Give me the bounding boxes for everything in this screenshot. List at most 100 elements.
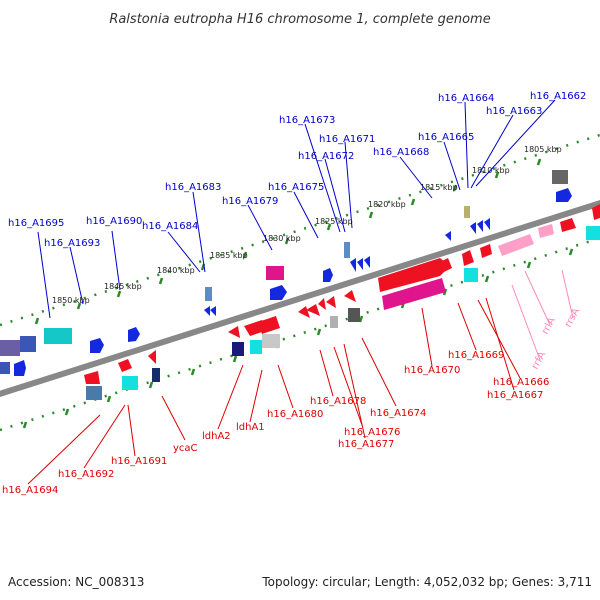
gene-label-bottom: h16_A1676 bbox=[344, 427, 400, 438]
gene-label-bottom: h16_A1669 bbox=[448, 350, 504, 361]
gene-arrow bbox=[357, 258, 363, 270]
gene-block bbox=[464, 268, 478, 282]
gene-label-top: h16_A1671 bbox=[319, 134, 375, 145]
gene-arrow bbox=[440, 258, 452, 272]
map-title: Ralstonia eutropha H16 chromosome 1, com… bbox=[109, 12, 490, 27]
gene-arrow bbox=[318, 298, 326, 310]
gene-label-bottom: ldhA1 bbox=[236, 422, 265, 433]
gene-block bbox=[0, 340, 20, 356]
gene-arrow bbox=[258, 316, 280, 334]
gene-arrow bbox=[118, 359, 132, 372]
gene-block bbox=[262, 334, 280, 348]
gene-label-top: h16_A1662 bbox=[530, 91, 586, 102]
gene-arrow bbox=[323, 268, 333, 282]
gene-label-rrna: rrsA bbox=[563, 306, 582, 329]
gene-block bbox=[232, 342, 244, 356]
gene-label-top: h16_A1668 bbox=[373, 147, 429, 158]
gene-label-top: h16_A1695 bbox=[8, 218, 64, 229]
kbp-label: 1845 kbp bbox=[104, 282, 142, 291]
gene-label-top: h16_A1665 bbox=[418, 132, 474, 143]
gene-label-top: h16_A1664 bbox=[438, 93, 494, 104]
kbp-label: 1850 kbp bbox=[52, 296, 90, 305]
gene-label-top: h16_A1663 bbox=[486, 106, 542, 117]
topology-text: Topology: circular; Length: 4,052,032 bp… bbox=[261, 575, 592, 589]
gene-arrow bbox=[470, 222, 476, 234]
gene-label-bottom: h16_A1680 bbox=[267, 409, 323, 420]
gene-block bbox=[122, 376, 138, 390]
gene-arrow bbox=[90, 338, 104, 353]
bottom-leader-lines bbox=[27, 297, 521, 485]
gene-arrow bbox=[364, 256, 370, 268]
gene-block bbox=[44, 328, 72, 344]
gene-arrow bbox=[556, 188, 572, 202]
lower-track-features bbox=[84, 204, 600, 400]
gene-label-bottom: h16_A1670 bbox=[404, 365, 460, 376]
gene-block bbox=[266, 266, 284, 280]
gene-arrow bbox=[382, 278, 446, 310]
gene-label-bottom: ldhA2 bbox=[202, 431, 231, 442]
gene-label-top: h16_A1690 bbox=[86, 216, 142, 227]
gene-label-bottom: h16_A1692 bbox=[58, 469, 114, 480]
gene-block bbox=[348, 308, 360, 322]
gene-arrow bbox=[326, 296, 336, 308]
gene-block bbox=[86, 386, 102, 400]
gene-arrow bbox=[84, 371, 100, 384]
gene-arrow bbox=[228, 326, 240, 338]
gene-arrow bbox=[298, 306, 310, 318]
gene-label-top: h16_A1679 bbox=[222, 196, 278, 207]
gene-label-bottom: ycaC bbox=[173, 443, 198, 454]
gene-block bbox=[20, 336, 36, 352]
gene-arrow bbox=[445, 231, 451, 241]
gene-block bbox=[250, 340, 262, 354]
gene-arrow bbox=[592, 204, 600, 220]
gene-label-bottom: h16_A1666 bbox=[493, 377, 549, 388]
kbp-label: 1815 kbp bbox=[420, 183, 458, 192]
rrna-arrow bbox=[498, 234, 534, 256]
gene-label-rrna: rrfA bbox=[530, 350, 548, 372]
kbp-label: 1805 kbp bbox=[524, 145, 562, 154]
gene-label-bottom: h16_A1667 bbox=[487, 390, 543, 401]
kbp-label: 1830 kbp bbox=[263, 234, 301, 243]
gene-block bbox=[205, 287, 212, 301]
gene-arrow bbox=[204, 306, 210, 316]
gene-label-top: h16_A1693 bbox=[44, 238, 100, 249]
gene-label-top: h16_A1684 bbox=[142, 221, 198, 232]
gene-arrow bbox=[378, 258, 450, 292]
bottom-gene-labels: h16_A1694 h16_A1692 h16_A1691 ycaC ldhA2… bbox=[2, 350, 549, 496]
gene-arrow bbox=[462, 250, 474, 266]
gene-arrow bbox=[14, 360, 26, 376]
gene-label-bottom: h16_A1678 bbox=[310, 396, 366, 407]
kbp-label: 1825 kbp bbox=[315, 217, 353, 226]
rrna-arrow bbox=[538, 224, 554, 238]
gene-label-bottom: h16_A1674 bbox=[370, 408, 426, 419]
gene-block bbox=[464, 206, 470, 218]
gene-label-top: h16_A1675 bbox=[268, 182, 324, 193]
gene-arrow bbox=[306, 304, 320, 316]
top-leader-lines bbox=[37, 99, 556, 319]
gene-block bbox=[330, 316, 338, 328]
gene-block bbox=[0, 362, 10, 374]
chromosome-backbone bbox=[0, 200, 600, 397]
rrna-leader-lines bbox=[511, 269, 574, 361]
kbp-label: 1820 kbp bbox=[368, 200, 406, 209]
tick-track-upper bbox=[0, 133, 600, 327]
accession-text: Accession: NC_008313 bbox=[8, 575, 144, 589]
kbp-label: 1840 kbp bbox=[157, 266, 195, 275]
gene-arrow bbox=[210, 306, 216, 316]
gene-arrow bbox=[484, 218, 490, 230]
gene-block bbox=[586, 226, 600, 240]
gene-block bbox=[552, 170, 568, 184]
top-gene-labels: h16_A1695 h16_A1693 h16_A1690 h16_A1684 … bbox=[8, 91, 586, 249]
gene-arrow bbox=[350, 258, 356, 272]
gene-arrow bbox=[128, 327, 140, 342]
gene-label-top: h16_A1673 bbox=[279, 115, 335, 126]
gene-label-top: h16_A1672 bbox=[298, 151, 354, 162]
gene-arrow bbox=[148, 350, 156, 364]
gene-arrow bbox=[270, 285, 287, 300]
rrna-gene-labels: rrsA rrlA rrfA bbox=[530, 306, 582, 371]
gene-label-rrna: rrlA bbox=[540, 316, 558, 337]
gene-arrow bbox=[560, 218, 576, 232]
gene-arrow bbox=[477, 220, 483, 232]
